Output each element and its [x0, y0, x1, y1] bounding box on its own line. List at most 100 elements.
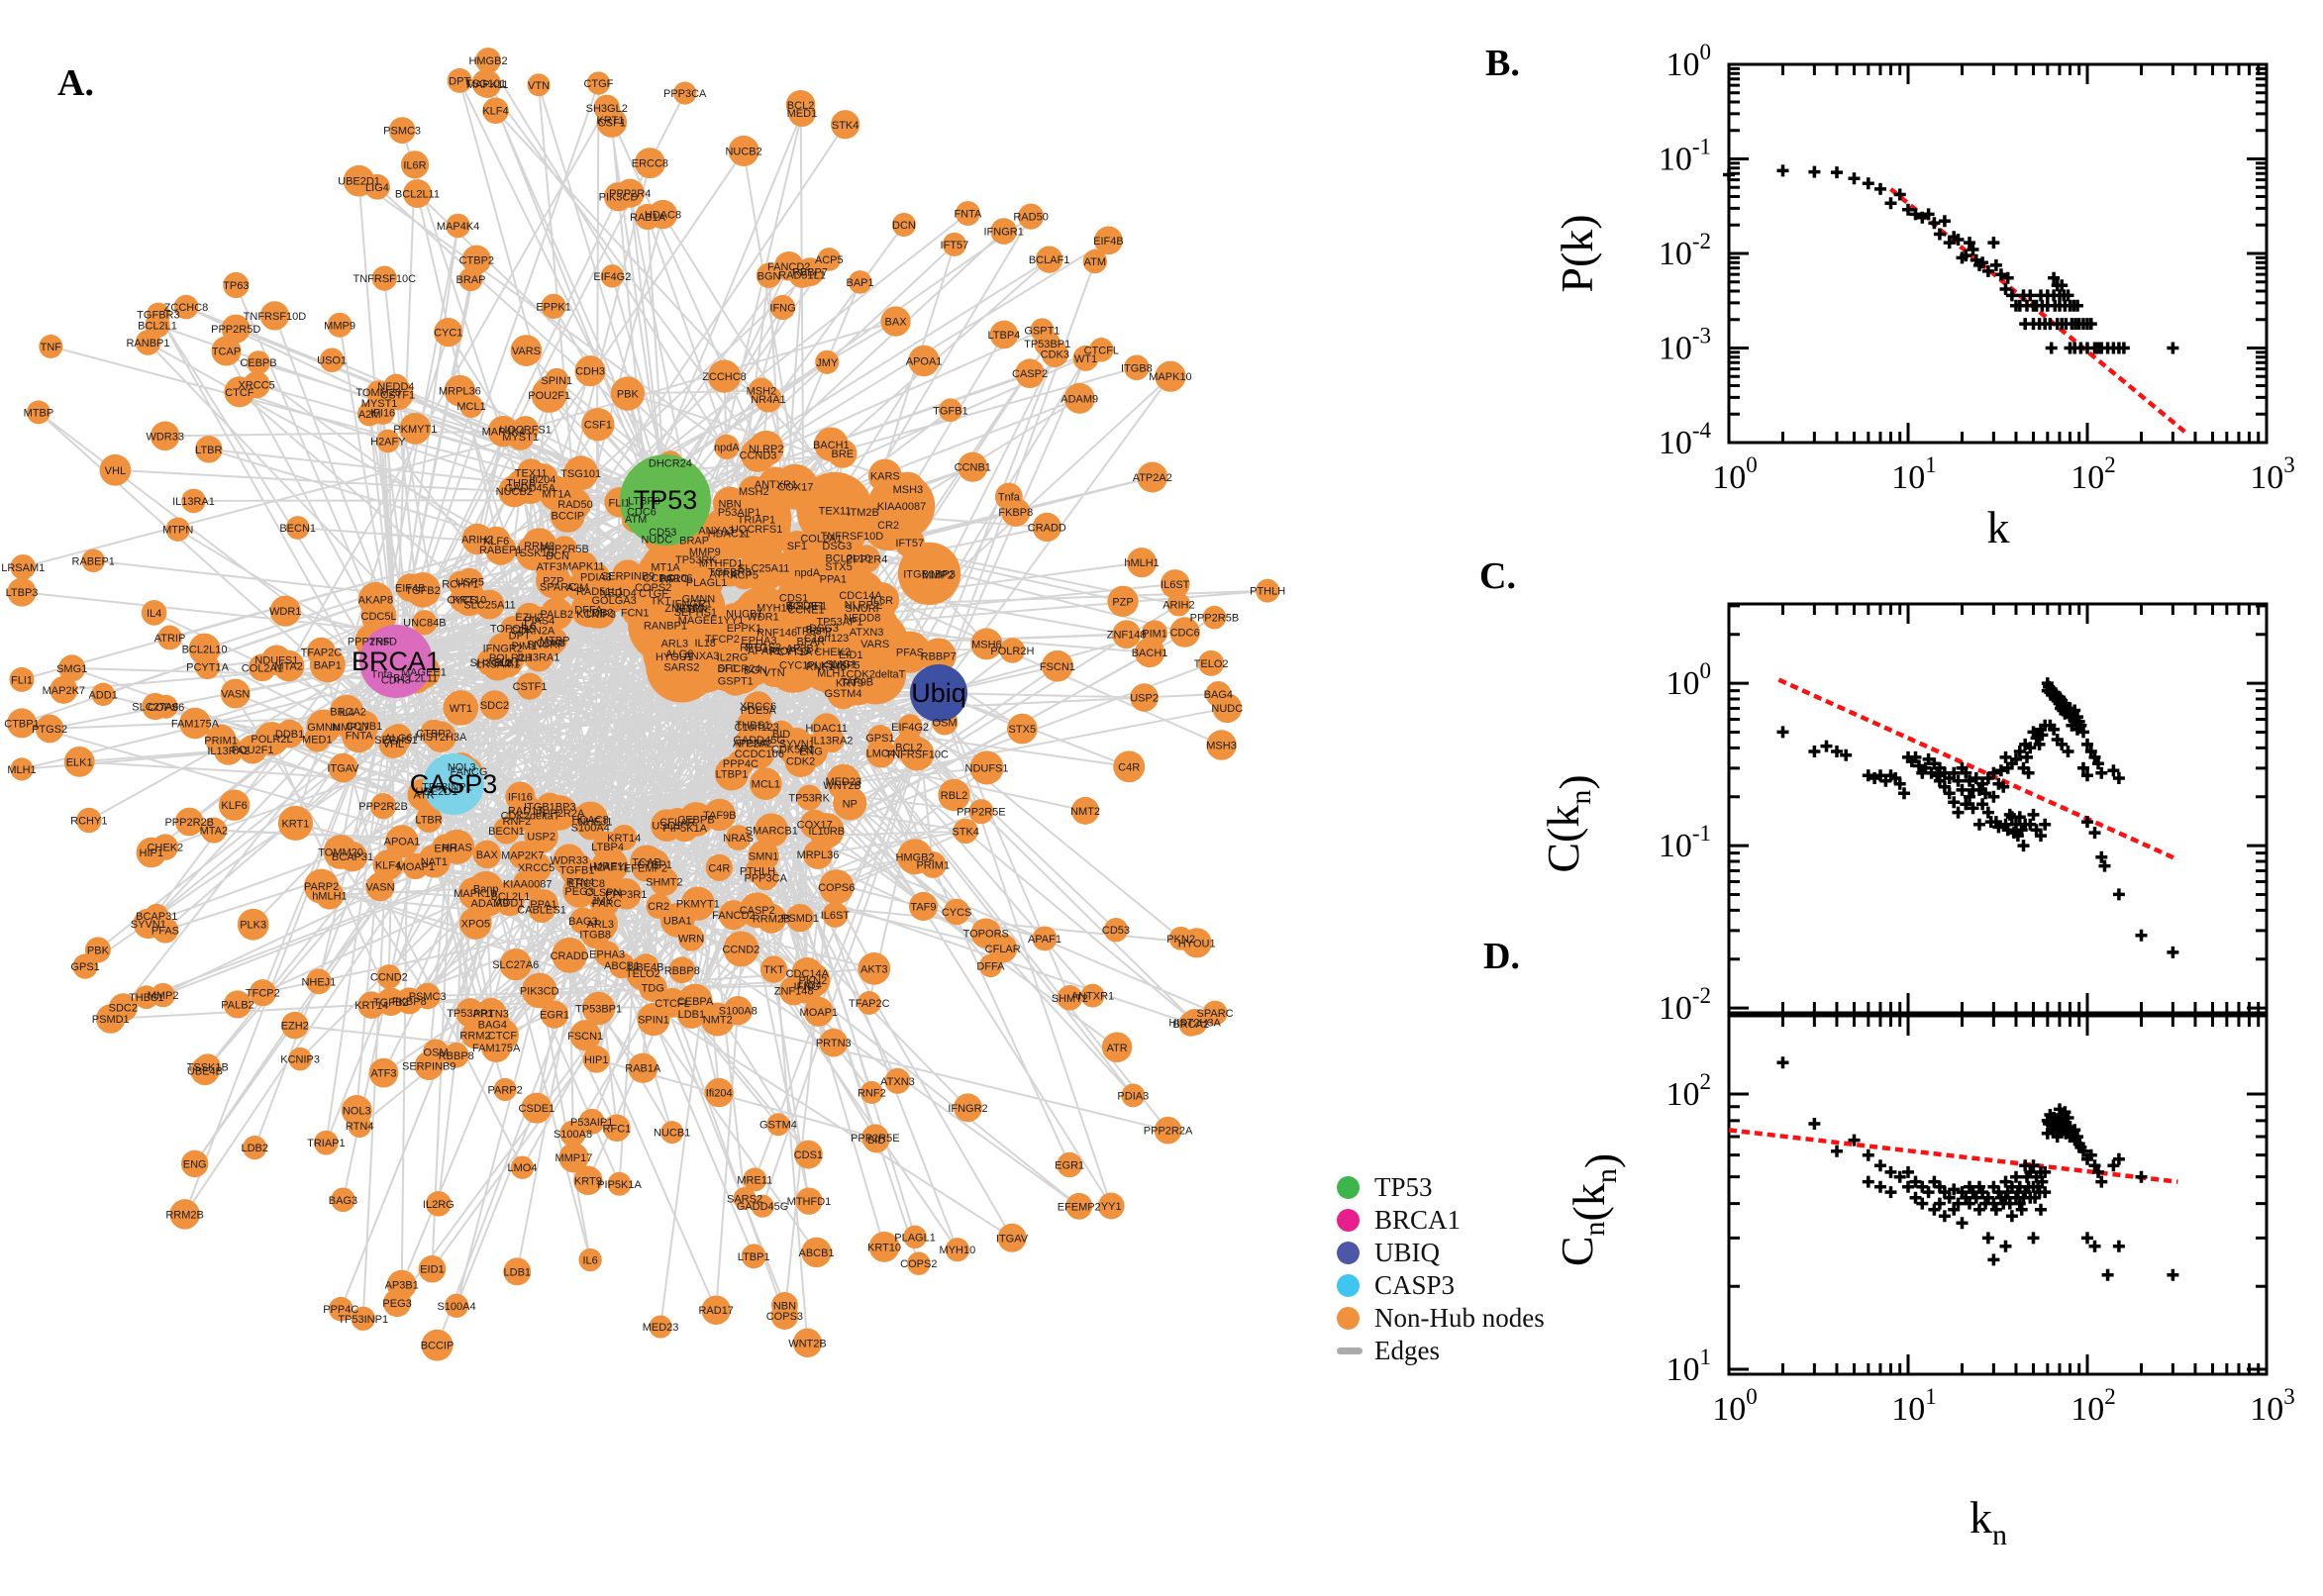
node-label: RRM2B — [165, 1209, 204, 1221]
legend-item: TP53 — [1337, 1171, 1545, 1204]
node-label: YY1 — [724, 615, 745, 627]
node-label: SHMT2 — [1052, 993, 1088, 1005]
network-node — [938, 398, 962, 423]
node-label: KLF4 — [375, 860, 401, 872]
network-node — [39, 334, 63, 358]
network-node — [306, 709, 342, 745]
network-node — [1001, 497, 1031, 527]
network-node — [739, 892, 775, 929]
node-label: PPP4C — [323, 1304, 358, 1316]
node-label: MTHFD1 — [787, 1196, 832, 1208]
network-node — [169, 1199, 200, 1230]
node-label: npdA — [714, 442, 740, 453]
network-node — [714, 434, 740, 459]
node-label: WDR1 — [747, 611, 778, 623]
axis-tick-label: 101 — [1891, 1384, 1937, 1428]
network-node — [769, 294, 796, 321]
node-label: WDR33 — [146, 431, 184, 443]
node-label: IL2RG — [423, 1199, 454, 1211]
node-label: MED23 — [643, 1322, 679, 1334]
node-label: CASP2 — [1012, 368, 1048, 380]
network-node — [572, 801, 609, 838]
node-label: TGFB2 — [373, 997, 408, 1009]
node-label: IFI16 — [508, 792, 533, 804]
network-node — [1080, 983, 1105, 1008]
node-label: PIM1 — [511, 641, 537, 652]
network-node — [1018, 203, 1045, 230]
axis-ticks — [1727, 1016, 2269, 1374]
node-label: USP2 — [1130, 693, 1159, 705]
node-label: KRT14 — [354, 1000, 388, 1012]
node-label: HRAS — [442, 842, 472, 853]
node-label: THBS1 — [129, 992, 163, 1004]
node-label: C1orf123 — [735, 722, 779, 734]
network-node — [439, 829, 475, 864]
network-node — [660, 1121, 684, 1145]
node-label: UBE2D1 — [416, 786, 458, 798]
legend-item: UBIQ — [1337, 1237, 1545, 1269]
node-label: SLC25A11 — [738, 562, 789, 574]
node-label: RFC1 — [740, 643, 768, 654]
network-node — [1006, 713, 1038, 745]
network-node — [1137, 461, 1168, 493]
network-node — [801, 1237, 832, 1268]
network-node — [677, 983, 713, 1019]
axis-title: P(k) — [1552, 214, 1602, 292]
node-label: EIF4G2 — [891, 722, 929, 734]
network-node — [573, 1165, 603, 1196]
node-label: BGN — [758, 270, 781, 282]
node-label: TOPORS — [490, 624, 536, 636]
node-label: SPARC — [540, 582, 576, 594]
node-label: PPP2R2B — [164, 817, 214, 829]
node-label: COPS2 — [635, 582, 671, 594]
node-label: BECN1 — [279, 523, 316, 535]
node-label: MTA2 — [200, 826, 229, 838]
network-node — [368, 1057, 399, 1088]
node-label: TKT — [651, 595, 671, 607]
network-node — [943, 898, 970, 926]
node-label: MSH3 — [893, 484, 924, 496]
node-label: CTBP2 — [416, 728, 451, 740]
network-node — [1178, 1011, 1204, 1037]
node-label: IL2RG — [717, 652, 749, 664]
network-node — [570, 591, 607, 628]
hub-node-ubiq — [910, 664, 967, 722]
node-label: FANCD2 — [712, 910, 755, 922]
node-label: HDAC8 — [572, 815, 609, 827]
axis-title: k — [1987, 502, 2010, 552]
node-label: MAPK11 — [562, 560, 605, 572]
network-node — [954, 1093, 982, 1123]
network-node — [822, 901, 849, 928]
node-label: CYC1 — [779, 659, 808, 671]
network-node — [803, 996, 834, 1027]
node-label: PKMYT1 — [393, 424, 437, 436]
network-node — [1065, 1192, 1093, 1220]
node-label: SHMT2 — [646, 876, 682, 888]
node-label: SPIN1 — [541, 375, 572, 387]
network-node — [385, 825, 419, 858]
node-label: MSH2 — [747, 386, 777, 398]
node-label: IL10RB — [808, 826, 845, 838]
network-node — [831, 110, 860, 140]
node-label: MOAP1 — [397, 861, 436, 873]
node-label: TOMM20 — [318, 847, 363, 858]
node-label: BACH1 — [813, 440, 850, 451]
network-node — [1168, 926, 1193, 950]
node-label: TOPORS — [963, 929, 1009, 941]
network-node — [639, 973, 667, 1002]
node-label: CR2 — [648, 901, 669, 913]
node-label: C1orf123 — [804, 633, 849, 645]
node-label: CSDE1 — [788, 600, 825, 612]
node-label: NBN — [718, 499, 741, 511]
node-label: PSMD1 — [92, 1014, 130, 1026]
node-label: S100A4 — [437, 1301, 475, 1313]
node-label: C4R — [708, 862, 730, 874]
node-label: POU2F1 — [232, 745, 274, 756]
node-label: MYST1 — [361, 398, 398, 410]
network-node — [421, 1329, 454, 1361]
network-node — [218, 789, 251, 821]
node-label: ERCC8 — [568, 878, 605, 890]
node-label: VARS — [860, 639, 889, 650]
node-label: KRT1 — [597, 115, 625, 127]
